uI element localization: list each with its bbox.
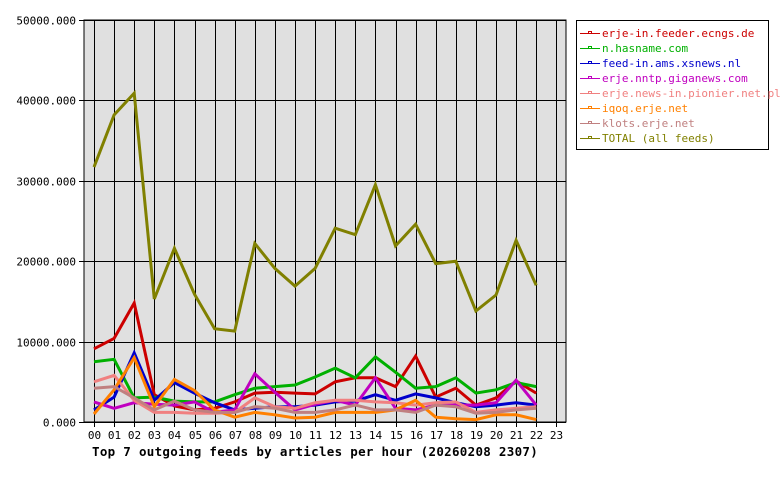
legend-item-xsnews: feed-in.ams.xsnews.nl — [577, 56, 768, 71]
x-tick-label: 00 — [88, 429, 101, 442]
series-line — [93, 385, 537, 415]
legend: erje-in.feeder.ecngs.de n.hasname.com fe… — [576, 20, 780, 150]
line-marker-icon — [580, 133, 600, 144]
x-tick-label: 14 — [369, 429, 383, 442]
x-tick-label: 17 — [430, 429, 443, 442]
legend-label: n.hasname.com — [602, 42, 689, 55]
line-marker-icon — [580, 88, 600, 99]
line-marker-icon — [580, 43, 600, 54]
x-tick-label: 15 — [390, 429, 403, 442]
series-line — [93, 298, 537, 412]
x-tick-label: 08 — [249, 429, 262, 442]
x-tick-label: 06 — [209, 429, 222, 442]
series-line — [92, 354, 537, 422]
x-tick-label: 10 — [289, 429, 302, 442]
line-marker-icon — [580, 73, 600, 84]
x-tick-label: 19 — [470, 429, 483, 442]
legend-label: feed-in.ams.xsnews.nl — [602, 57, 742, 70]
series-line — [93, 354, 537, 404]
x-tick-label: 16 — [410, 429, 423, 442]
x-tick-label: 02 — [128, 429, 141, 442]
x-tick-label: 05 — [189, 429, 202, 442]
x-tick-label: 09 — [269, 429, 282, 442]
data-series — [92, 89, 538, 422]
legend-label: erje.news-in.pionier.net.pl — [602, 87, 780, 100]
legend-label: erje.nntp.giganews.com — [602, 72, 748, 85]
x-tick-label: 13 — [349, 429, 362, 442]
x-tick-label: 12 — [329, 429, 342, 442]
y-tick-label: 30000.000 — [16, 176, 76, 189]
y-tick-label: 20000.000 — [16, 256, 76, 269]
plot-border — [83, 19, 567, 423]
legend-label: klots.erje.net — [602, 117, 695, 130]
legend-item-total: TOTAL (all feeds) — [577, 131, 768, 146]
y-tick-label: 10000.000 — [16, 337, 76, 350]
legend-item-iqoq: iqoq.erje.net — [577, 101, 768, 116]
chart-title: Top 7 outgoing feeds by articles per hou… — [92, 444, 539, 459]
x-tick-label: 04 — [168, 429, 182, 442]
legend-item-giganews: erje.nntp.giganews.com — [577, 71, 768, 86]
series-line — [92, 89, 538, 333]
legend-label: TOTAL (all feeds) — [602, 132, 715, 145]
legend-label: erje-in.feeder.ecngs.de — [602, 27, 755, 40]
grid-lines — [84, 20, 566, 423]
x-axis: 00 01 02 03 04 05 06 07 08 09 10 11 12 13 14 15 16 17 18 19… — [88, 422, 563, 442]
x-tick-label: 07 — [229, 429, 242, 442]
y-tick-label: 40000.000 — [16, 95, 76, 108]
line-marker-icon — [580, 118, 600, 129]
y-tick-label: 0.000 — [43, 417, 76, 430]
line-marker-icon — [580, 58, 600, 69]
legend-item-hasname: n.hasname.com — [577, 41, 768, 56]
x-tick-label: 03 — [148, 429, 161, 442]
legend-item-klots: klots.erje.net — [577, 116, 768, 131]
line-marker-icon — [580, 103, 600, 114]
x-tick-label: 18 — [450, 429, 463, 442]
legend-item-pionier: erje.news-in.pionier.net.pl — [577, 86, 780, 101]
y-tick-label: 50000.000 — [16, 15, 76, 28]
x-tick-label: 11 — [309, 429, 322, 442]
line-marker-icon — [580, 28, 600, 39]
legend-label: iqoq.erje.net — [602, 102, 689, 115]
x-tick-label: 20 — [490, 429, 503, 442]
series-line — [93, 373, 537, 415]
x-tick-label: 21 — [510, 429, 523, 442]
legend-item-ecngs: erje-in.feeder.ecngs.de — [577, 26, 768, 41]
x-tick-label: 01 — [108, 429, 121, 442]
y-axis: 0.000 10000.000 20000.000 30000.000 40000.00… — [16, 15, 84, 430]
x-tick-label: 22 — [530, 429, 543, 442]
x-tick-label: 23 — [550, 429, 563, 442]
plot-area — [84, 20, 566, 422]
